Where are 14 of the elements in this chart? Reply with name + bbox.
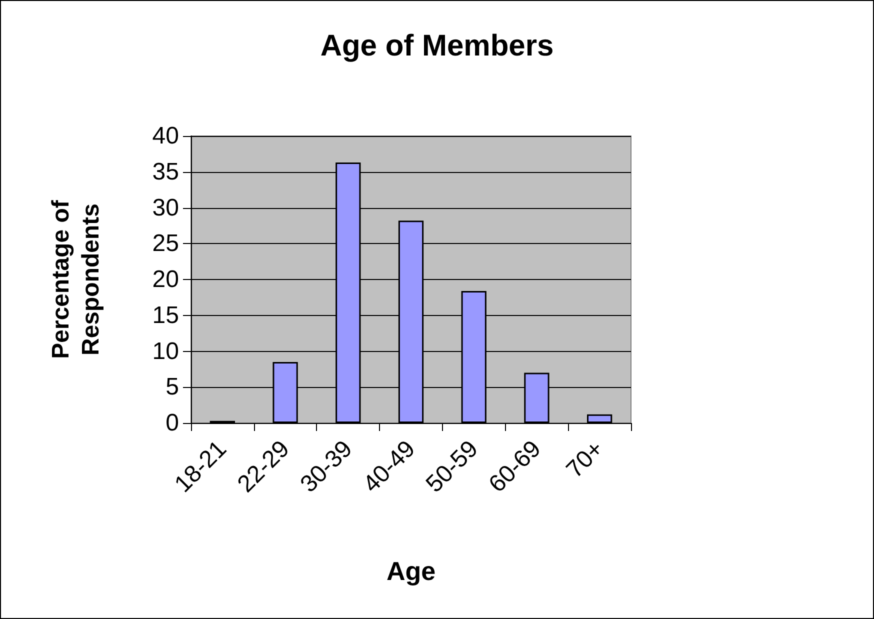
y-tick-label: 20 — [152, 266, 179, 293]
x-tick-label: 70+ — [561, 435, 610, 484]
y-tick-label: 10 — [152, 338, 179, 365]
y-tick-label: 30 — [152, 194, 179, 222]
y-tick-label: 5 — [166, 374, 179, 401]
y-tick-label: 0 — [166, 410, 179, 436]
chart-title: Age of Members — [320, 30, 554, 62]
y-tick-label: 40 — [152, 122, 179, 150]
y-axis-title: Percentage of Respondents — [48, 199, 104, 359]
y-tick-label: 35 — [152, 158, 179, 186]
bar — [587, 414, 612, 423]
y-tick-label: 25 — [152, 230, 179, 258]
y-tick-label: 15 — [152, 302, 179, 329]
x-axis-title: Age — [386, 556, 436, 586]
